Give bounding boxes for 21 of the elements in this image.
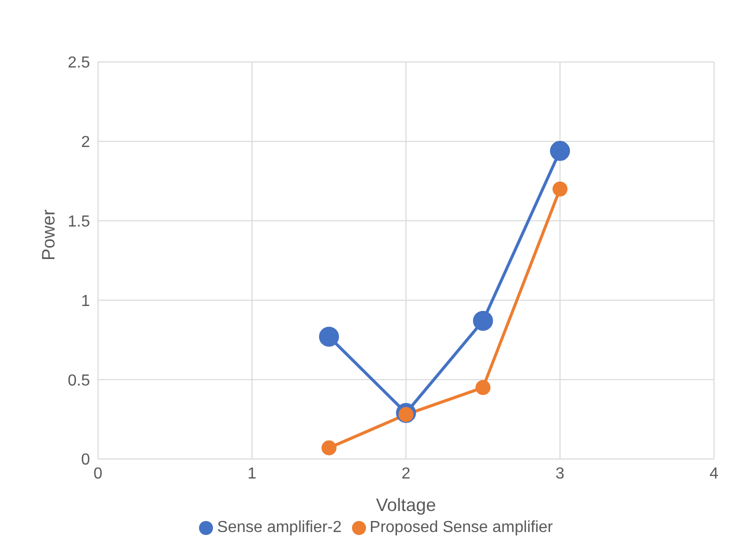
point bbox=[552, 182, 568, 197]
y-tick-label: 2.5 bbox=[68, 54, 90, 72]
x-axis-title: Voltage bbox=[376, 495, 436, 515]
y-axis-title: Power bbox=[38, 209, 58, 260]
legend-label: Sense amplifier-2 bbox=[217, 519, 342, 536]
y-tick-label: 1 bbox=[81, 292, 90, 310]
legend-label: Proposed Sense amplifier bbox=[370, 519, 553, 536]
y-tick-label: 1.5 bbox=[68, 213, 90, 230]
point bbox=[476, 380, 490, 396]
x-tick-label: 4 bbox=[710, 465, 719, 482]
x-tick-label: 0 bbox=[94, 465, 103, 482]
x-tick-label: 1 bbox=[248, 465, 257, 482]
x-tick-label: 3 bbox=[556, 465, 565, 482]
y-tick-label: 0.5 bbox=[68, 372, 90, 390]
point bbox=[319, 326, 339, 347]
x-tick-label: 2 bbox=[402, 465, 411, 482]
point bbox=[473, 310, 493, 331]
y-tick-label: 2 bbox=[81, 134, 90, 152]
point bbox=[550, 140, 570, 161]
point bbox=[322, 440, 336, 456]
y-tick-label: 0 bbox=[81, 452, 90, 469]
